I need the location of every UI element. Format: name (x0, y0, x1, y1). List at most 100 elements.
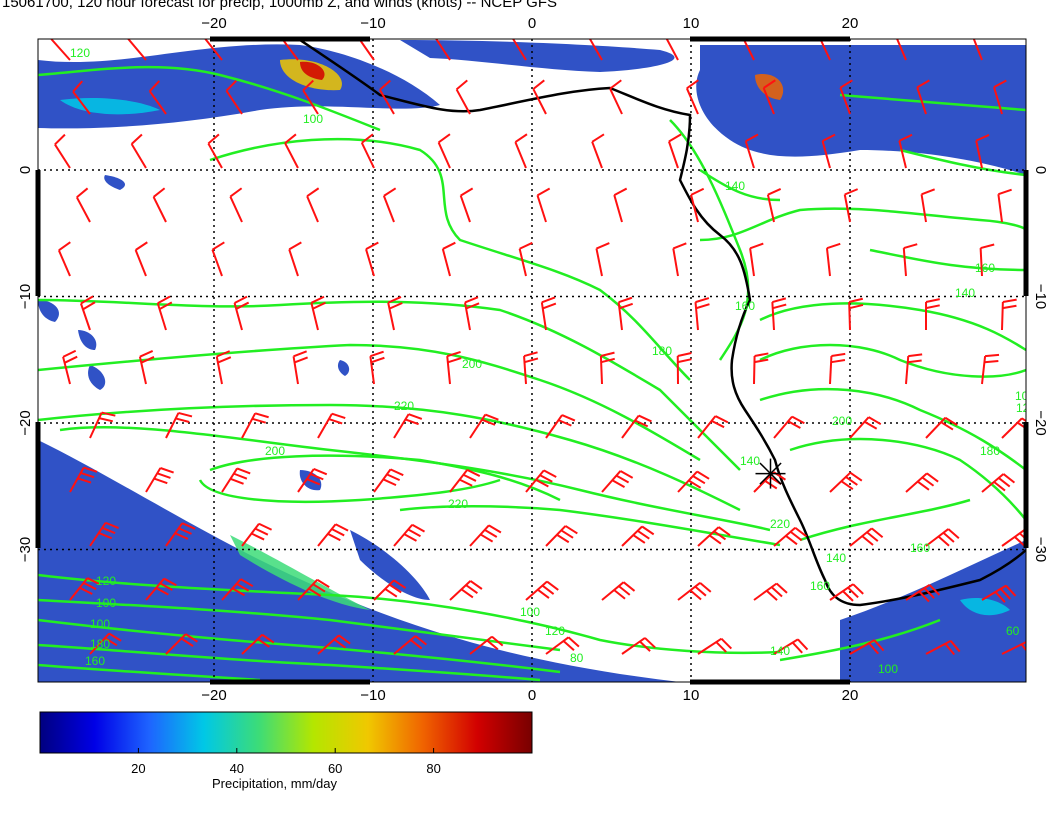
wind-barb-47 (690, 187, 705, 223)
wind-barb-108 (373, 468, 404, 493)
wind-barb-91 (89, 411, 116, 439)
wind-barb-140 (829, 583, 864, 602)
height-contour-9 (38, 573, 781, 655)
wind-barb-56 (365, 241, 379, 277)
coastline (299, 39, 1026, 607)
wind-barb-45 (536, 187, 551, 223)
wind-barb-10 (819, 39, 831, 61)
wind-barb-86 (676, 352, 692, 385)
wind-barb-39 (75, 187, 91, 223)
contour-label-14: 180 (90, 637, 110, 651)
lat-tick-left--10: −10 (17, 284, 34, 309)
wind-barb-137 (601, 581, 636, 601)
lon-tick-top-10: 10 (683, 15, 700, 32)
wind-barb-104 (69, 466, 98, 493)
wind-barb-154 (925, 639, 961, 656)
wind-barb-33 (591, 133, 605, 169)
wind-barb-0 (50, 39, 71, 61)
wind-barb-142 (981, 584, 1017, 603)
contour-label-27: 120 (1016, 401, 1036, 415)
wind-barb-20 (609, 79, 623, 115)
wind-barb-30 (360, 133, 375, 169)
height-contour-16 (759, 343, 1026, 378)
lon-tick-bottom--10: −10 (360, 687, 385, 704)
contour-label-15: 160 (85, 654, 105, 668)
contour-label-9: 220 (770, 517, 790, 531)
wind-barb-110 (525, 469, 557, 493)
wind-barb-35 (744, 133, 759, 169)
wind-barbs (50, 39, 1026, 656)
lat-tick-right--30: −30 (1032, 537, 1049, 562)
lat-tick-left--30: −30 (17, 537, 34, 562)
wind-barb-43 (382, 187, 397, 223)
wind-barb-102 (925, 416, 958, 439)
precip-area-6 (78, 330, 97, 350)
height-contour-17 (759, 387, 1026, 471)
colorbar-label-20: 20 (131, 761, 145, 776)
precip-area-10 (38, 300, 59, 322)
wind-barb-49 (843, 188, 859, 223)
wind-barb-25 (993, 79, 1007, 115)
wind-barb-13 (72, 80, 91, 115)
wind-barb-26 (54, 133, 71, 169)
wind-barb-1 (127, 39, 147, 61)
wind-barb-116 (981, 473, 1016, 493)
contour-label-16: 140 (770, 644, 790, 658)
map-frame (37, 38, 1027, 683)
height-contour-22 (869, 248, 1026, 272)
wind-barb-128 (925, 528, 960, 547)
height-contour-3 (38, 343, 701, 462)
wind-barb-58 (518, 241, 533, 277)
wind-barb-53 (134, 241, 148, 277)
wind-barb-131 (145, 577, 177, 601)
wind-barb-121 (393, 523, 425, 547)
lon-tick-top--10: −10 (360, 15, 385, 32)
wind-barb-109 (449, 468, 481, 493)
wind-barb-135 (449, 580, 483, 601)
contour-label-13: 100 (90, 617, 110, 631)
wind-barb-136 (525, 580, 559, 601)
wind-barb-88 (829, 352, 846, 385)
wind-barb-105 (145, 467, 174, 493)
wind-barb-23 (839, 79, 853, 115)
wind-barb-5 (435, 39, 451, 61)
wind-barb-27 (130, 133, 147, 169)
wind-barb-118 (165, 522, 196, 547)
precip-area-11 (104, 175, 125, 190)
wind-barb-62 (825, 242, 841, 277)
wind-barb-24 (916, 79, 930, 115)
precip-area-1 (400, 40, 675, 72)
wind-barb-22 (762, 79, 776, 115)
wind-barb-93 (241, 412, 269, 439)
wind-barb-114 (829, 471, 863, 493)
wind-barb-149 (545, 636, 580, 655)
contour-label-1: 100 (303, 112, 323, 126)
colorbar-label-40: 40 (230, 761, 244, 776)
wind-barb-61 (749, 242, 764, 277)
wind-barb-96 (469, 413, 499, 439)
contour-label-4: 180 (652, 344, 672, 358)
precip-area-4 (350, 530, 430, 600)
height-contour-7 (198, 478, 501, 504)
wind-barb-44 (459, 187, 474, 223)
wind-barb-94 (317, 412, 346, 439)
colorbar-ticks: 20 40 60 80 (131, 748, 441, 776)
wind-barb-52 (57, 241, 71, 277)
height-contour-20 (779, 618, 941, 662)
colorbar-label-80: 80 (426, 761, 440, 776)
contour-label-7: 200 (265, 444, 285, 458)
contour-label-11: 120 (96, 574, 116, 588)
wind-barb-15 (225, 80, 243, 115)
wind-barb-87 (753, 352, 769, 385)
contour-label-2: 140 (725, 179, 745, 193)
lat-tick-right--10: −10 (1032, 284, 1049, 309)
wind-barb-69 (387, 296, 403, 331)
contour-label-28: 100 (878, 662, 898, 676)
wind-barb-42 (306, 187, 320, 223)
wind-barb-98 (621, 414, 652, 439)
contour-label-20: 60 (1006, 624, 1020, 638)
colorbar-title: Precipitation, mm/day (212, 776, 337, 791)
lon-tick-bottom-0: 0 (528, 687, 536, 704)
wind-barb-119 (241, 522, 273, 547)
